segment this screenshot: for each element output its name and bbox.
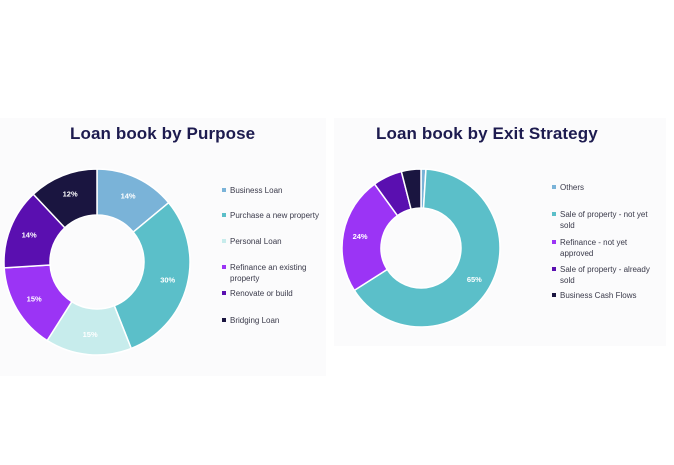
legend-label: Purchase a new property	[230, 211, 319, 220]
legend-item-bridging-loan: Bridging Loan	[222, 315, 279, 326]
legend-swatch	[222, 291, 226, 295]
legend-swatch	[552, 293, 556, 297]
data-label-exit-strategy-refinance-not-yet-approved: 24%	[353, 232, 368, 241]
legend-label: Refinance - not yet approved	[560, 238, 628, 258]
legend-item-sale-of-property-not-yet-sold: Sale of property - not yet sold	[552, 209, 648, 231]
legend-item-personal-loan: Personal Loan	[222, 236, 282, 247]
legend-swatch	[222, 265, 226, 269]
legend-swatch	[552, 185, 556, 189]
legend-swatch	[552, 240, 556, 244]
legend-item-business-cash-flows: Business Cash Flows	[552, 290, 636, 301]
legend-label: Renovate or build	[230, 289, 293, 298]
chart-title-exit-strategy: Loan book by Exit Strategy	[376, 124, 598, 143]
slice-exit-strategy-refinance-not-yet-approved	[341, 183, 399, 292]
legend-label: Business Cash Flows	[560, 291, 637, 300]
data-label-purpose-bridging-loan: 12%	[63, 190, 78, 199]
legend-swatch	[222, 318, 226, 322]
legend-item-purchase-a-new-property: Purchase a new property	[222, 210, 319, 221]
data-label-purpose-purchase-a-new-property: 30%	[160, 276, 175, 285]
legend-label: Personal Loan	[230, 237, 282, 246]
legend-swatch	[552, 267, 556, 271]
legend-label: Sale of property - not yet sold	[560, 210, 648, 230]
legend-label: Refinance an existing property	[230, 263, 307, 283]
legend-swatch	[222, 213, 226, 217]
legend-item-others: Others	[552, 182, 584, 193]
data-label-purpose-refinance-an-existing-property: 15%	[27, 295, 42, 304]
slice-purpose-purchase-a-new-property	[113, 201, 191, 350]
legend-label: Sale of property - already sold	[560, 265, 650, 285]
legend-item-refinance-an-existing-property: Refinance an existing property	[222, 262, 307, 284]
data-label-purpose-business-loan: 14%	[121, 191, 136, 200]
legend-swatch	[552, 212, 556, 216]
slice-purpose-bridging-loan	[32, 168, 98, 229]
data-label-exit-strategy-sale-of-property-not-yet-sold: 65%	[467, 275, 482, 284]
legend-item-renovate-or-build: Renovate or build	[222, 288, 293, 299]
legend-label: Others	[560, 183, 585, 192]
legend-label: Business Loan	[230, 186, 283, 195]
data-label-purpose-renovate-or-build: 14%	[22, 231, 37, 240]
slice-exit-strategy-sale-of-property-not-yet-sold	[353, 168, 501, 328]
legend-item-business-loan: Business Loan	[222, 185, 282, 196]
legend-swatch	[222, 239, 226, 243]
data-label-purpose-personal-loan: 15%	[83, 330, 98, 339]
legend-item-sale-of-property-already-sold: Sale of property - already sold	[552, 264, 650, 286]
legend-item-refinance-not-yet-approved: Refinance - not yet approved	[552, 237, 627, 259]
slice-exit-strategy-business-cash-flows	[400, 168, 422, 211]
chart-title-purpose: Loan book by Purpose	[70, 124, 256, 143]
legend-swatch	[222, 188, 226, 192]
legend-label: Bridging Loan	[230, 316, 280, 325]
